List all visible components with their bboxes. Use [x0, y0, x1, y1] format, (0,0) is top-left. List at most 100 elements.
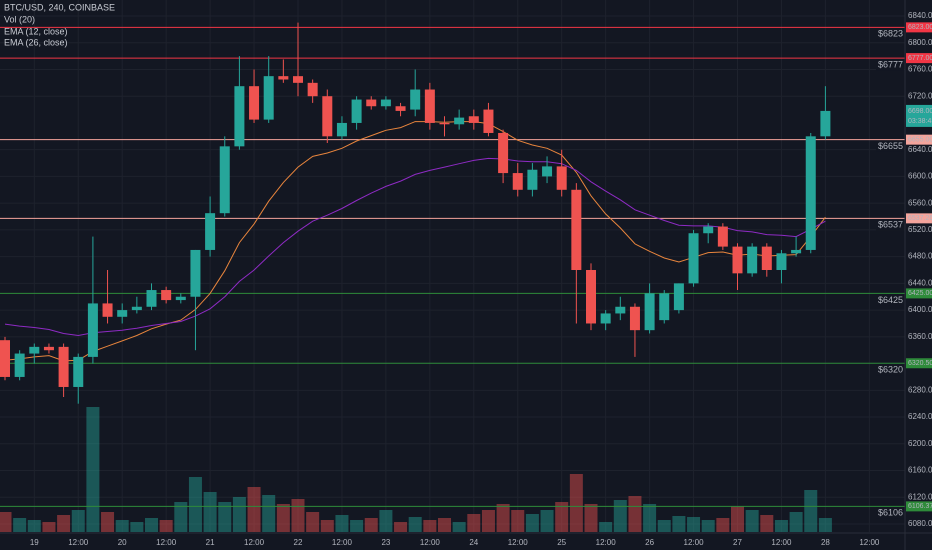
candle-body — [527, 169, 538, 190]
level-label: $6655 — [878, 141, 903, 151]
level-tag — [906, 134, 932, 145]
candle-body — [73, 356, 84, 387]
x-tick-label: 26 — [645, 538, 654, 547]
candle-body — [586, 270, 596, 324]
level-tag-text: 6320.50 — [908, 360, 932, 367]
level-label: $6777 — [878, 59, 903, 69]
y-tick-label: 6760.00 — [908, 65, 932, 74]
level-tag — [906, 213, 932, 224]
candle-body — [424, 89, 435, 123]
volume-bar — [130, 522, 144, 532]
volume-bar — [657, 520, 671, 532]
candle-body — [761, 246, 772, 270]
candle-body — [307, 82, 318, 97]
candle-body — [717, 226, 728, 247]
y-tick-label: 6480.00 — [908, 252, 932, 261]
candle-body — [278, 76, 289, 80]
volume-bar — [159, 520, 173, 532]
volume-bar — [101, 512, 115, 532]
candle-body — [43, 346, 54, 351]
y-tick-label: 6840.00 — [908, 11, 932, 20]
candle-body — [380, 99, 391, 107]
level-label: $6106 — [878, 508, 903, 518]
candle-body — [688, 233, 699, 284]
candle-body — [659, 293, 670, 321]
level-tag-text: 6425.00 — [908, 290, 932, 297]
y-tick-label: 6080.00 — [908, 519, 932, 528]
candle-body — [498, 132, 509, 174]
candle-body — [263, 76, 274, 120]
candle-body — [439, 122, 450, 125]
volume-bar — [760, 515, 774, 532]
candle-body — [117, 310, 128, 317]
x-tick-label: 12:00 — [420, 538, 441, 547]
candle-body — [732, 246, 743, 274]
volume-bar — [350, 520, 364, 532]
candle-body — [805, 136, 816, 250]
candle-body — [512, 173, 523, 190]
y-tick-label: 6400.00 — [908, 305, 932, 314]
volume-bar — [13, 518, 27, 532]
volume-bar — [42, 522, 56, 532]
candle-body — [29, 346, 40, 354]
candle-body — [600, 313, 611, 324]
volume-bar — [218, 502, 232, 532]
candle-body — [703, 226, 714, 234]
candle-body — [219, 146, 230, 214]
volume-bar — [306, 512, 320, 532]
chart-title: BTC/USD, 240, COINBASE — [4, 2, 115, 12]
x-tick-label: 25 — [557, 538, 566, 547]
y-tick-label: 6160.00 — [908, 466, 932, 475]
volume-bar — [731, 506, 744, 532]
level-label-bg — [876, 59, 904, 71]
candle-body — [249, 86, 260, 120]
volume-bar — [364, 518, 378, 532]
volume-bar — [555, 502, 569, 532]
y-tick-label: 6600.00 — [908, 172, 932, 181]
volume-bar — [599, 522, 613, 532]
volume-bar — [71, 510, 85, 532]
volume-bar — [774, 520, 788, 532]
volume-bar — [687, 517, 701, 532]
candle-body — [58, 346, 69, 387]
level-label-bg — [876, 507, 904, 519]
x-tick-label: 12:00 — [684, 538, 705, 547]
volume-bar — [232, 497, 246, 532]
level-tag-text: 6106.37 — [908, 503, 932, 510]
candle-body — [87, 303, 98, 357]
legend-entry: EMA (12, close) — [4, 26, 68, 36]
x-tick-label: 12:00 — [771, 538, 792, 547]
volume-bar — [569, 474, 583, 532]
candle-body — [776, 253, 787, 270]
level-label-bg — [876, 28, 904, 40]
level-tag — [906, 22, 932, 33]
level-label: $6537 — [878, 220, 903, 230]
level-label: $6425 — [878, 295, 903, 305]
countdown-text: 03:38:43 — [908, 118, 932, 125]
level-label-bg — [876, 219, 904, 231]
candle-body — [322, 96, 333, 137]
volume-bar — [643, 504, 657, 532]
candle-body — [336, 122, 347, 137]
x-tick-label: 12:00 — [156, 538, 177, 547]
volume-bar — [247, 487, 261, 532]
candle-body — [747, 246, 758, 274]
x-tick-label: 12:00 — [68, 538, 89, 547]
volume-bar — [701, 520, 715, 532]
volume-bar — [115, 520, 129, 532]
level-tag-text: 6777.00 — [908, 55, 932, 62]
candle-body — [820, 110, 831, 137]
level-tag-text: 6655.00 — [908, 137, 932, 144]
volume-bar — [452, 522, 466, 532]
level-label-bg — [876, 140, 904, 152]
y-tick-label: 6440.00 — [908, 278, 932, 287]
volume-bar — [27, 520, 41, 532]
y-tick-label: 6360.00 — [908, 332, 932, 341]
candle-body — [571, 189, 582, 270]
y-tick-label: 6640.00 — [908, 145, 932, 154]
x-tick-label: 28 — [821, 538, 830, 547]
volume-bar — [467, 514, 481, 532]
volume-bar — [496, 504, 510, 532]
